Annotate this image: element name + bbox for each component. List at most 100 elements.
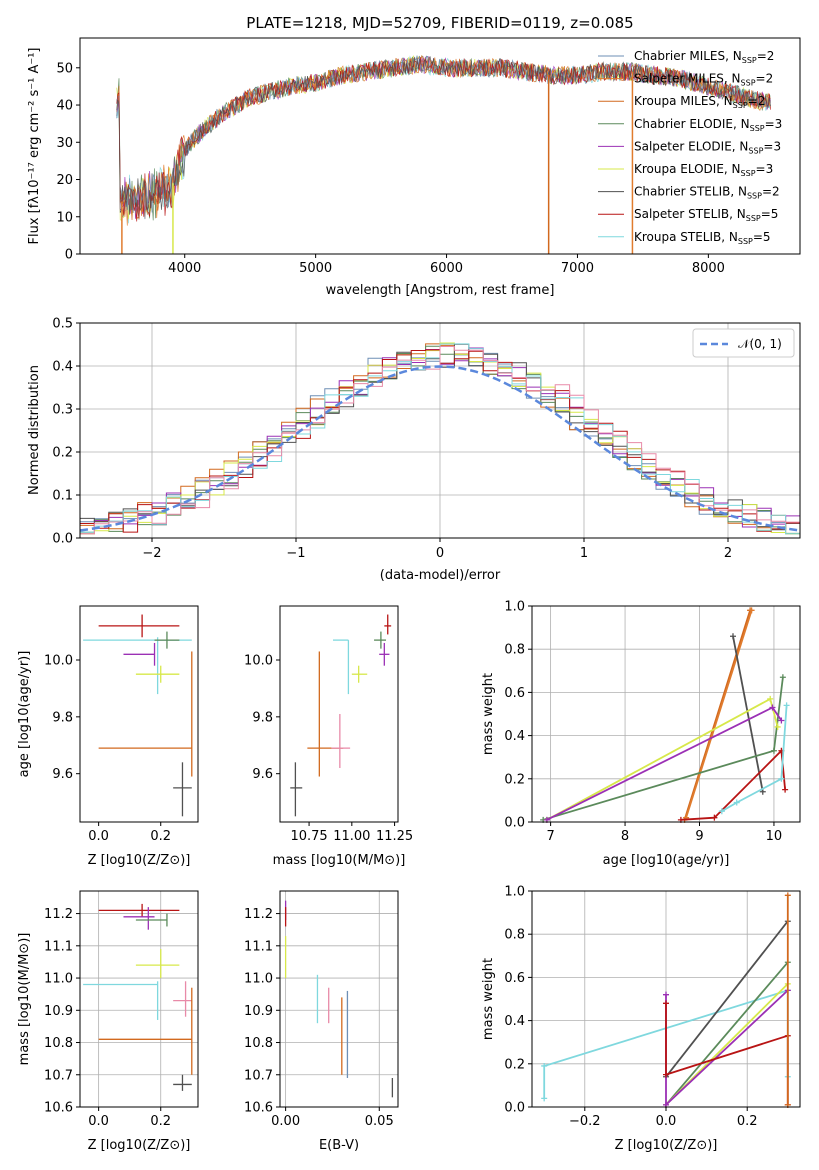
age-vs-mass-xtick-label: 11.25 (376, 829, 413, 844)
mass-vs-ebv-xtick-label: 0.05 (365, 1114, 394, 1129)
weight-vs-z-marker (663, 1071, 669, 1078)
mass-vs-z-frame (79, 890, 199, 1108)
weight-vs-age-line (546, 706, 783, 821)
weight-vs-age-panel: 7 8 9 10 0.0 0.2 0.4 0.6 0.8 1.0 age [log10(age/yr… (481, 600, 801, 868)
weight-vs-age-marker (778, 775, 785, 782)
residual-ytick-label: 0.2 (52, 446, 73, 461)
age-vs-mass-ytick-label: 9.8 (252, 710, 273, 725)
residual-panel: −2 −1 0 1 2 0.0 0.1 0.2 0.3 0.4 0.5 (data-model)/e… (27, 317, 801, 583)
weight-vs-age-frame (531, 605, 801, 823)
mass-vs-z-ytick-label: 10.7 (44, 1068, 73, 1083)
mass-vs-z-ytick-label: 11.0 (44, 972, 73, 987)
weight-vs-age-line (542, 677, 784, 821)
mass-vs-ebv-panel: 0.00 0.05 10.6 10.7 10.8 10.9 11.0 11.1 11.2 E(B-… (244, 890, 399, 1153)
mass-vs-ebv-xtick-label: 0.00 (271, 1114, 300, 1129)
weight-vs-z-ytick-label: 0.0 (504, 1101, 525, 1116)
mass-vs-ebv-ytick-label: 11.0 (244, 972, 273, 987)
weight-vs-age-marker (733, 799, 740, 806)
weight-vs-age-marker (778, 717, 785, 724)
weight-vs-z-line (665, 961, 789, 1106)
weight-vs-age-marker (769, 704, 776, 711)
mass-vs-z-xtick-label: 0.2 (150, 1114, 171, 1129)
weight-vs-age-line (685, 610, 753, 818)
weight-vs-age-marker (779, 674, 786, 681)
mass-vs-ebv-ytick-label: 11.2 (244, 907, 273, 922)
spectrum-xtick-label: 5000 (299, 261, 332, 276)
age-vs-mass-ytick-label: 10.0 (244, 654, 273, 669)
mass-vs-z-ylabel: mass [log10(M/M⊙)] (17, 933, 32, 1066)
weight-vs-z-ytick-label: 1.0 (504, 885, 525, 900)
spectrum-ytick-label: 20 (56, 173, 73, 188)
spectrum-ytick-label: 30 (56, 136, 73, 151)
weight-vs-age-ytick-label: 0.0 (504, 816, 525, 831)
mass-vs-z-ytick-label: 10.9 (44, 1004, 73, 1019)
weight-vs-age-marker (711, 814, 718, 821)
age-vs-mass-panel: 10.75 11.00 11.25 9.6 9.8 10.0 mass [log10(M/M… (244, 605, 413, 868)
weight-vs-z-line (665, 989, 789, 1107)
mass-vs-ebv-ytick-label: 10.8 (244, 1036, 273, 1051)
weight-vs-age-xlabel: age [log10(age/yr)] (603, 853, 730, 868)
spectrum-ytick-label: 50 (56, 61, 73, 76)
spectrum-xtick-label: 7000 (561, 261, 594, 276)
weight-vs-age-marker (767, 695, 774, 702)
mass-vs-z-ytick-label: 10.6 (44, 1101, 73, 1116)
mass-vs-ebv-ytick-label: 10.7 (244, 1068, 273, 1083)
weight-vs-age-line (680, 748, 786, 821)
weight-vs-z-xtick-label: 0.0 (656, 1114, 677, 1129)
mass-vs-ebv-frame (279, 890, 399, 1108)
weight-vs-z-xlabel: Z [log10(Z/Z⊙)] (615, 1138, 718, 1153)
weight-vs-z-marker (541, 1095, 548, 1102)
age-vs-mass-xtick-label: 10.75 (290, 829, 327, 844)
weight-vs-z-ylabel: mass weight (481, 958, 496, 1040)
mass-vs-z-panel: 0.0 0.2 10.6 10.7 10.8 10.9 11.0 11.1 11.2 Z [log… (17, 890, 199, 1153)
age-vs-z-xtick-label: 0.0 (88, 829, 109, 844)
residual-xtick-label: 2 (724, 546, 732, 561)
weight-vs-z-ytick-label: 0.4 (504, 1014, 525, 1029)
spectrum-line-chabrier-stelib (116, 55, 771, 215)
weight-vs-z-marker (784, 892, 791, 899)
age-vs-mass-ytick-label: 9.6 (252, 767, 273, 782)
weight-vs-age-line (721, 705, 788, 812)
residual-ytick-label: 0.5 (52, 317, 73, 332)
spectrum-legend-label: Kroupa STELIB, NSSP=5 (634, 230, 771, 246)
spectrum-legend-label: Kroupa MILES, NSSP=2 (634, 94, 765, 110)
age-vs-z-ytick-label: 10.0 (44, 654, 73, 669)
weight-vs-age-marker (783, 702, 790, 709)
spectrum-title: PLATE=1218, MJD=52709, FIBERID=0119, z=0… (246, 14, 633, 32)
weight-vs-age-ytick-label: 1.0 (504, 600, 525, 615)
residual-gaussian-curve (79, 365, 801, 532)
spectrum-legend-label: Salpeter STELIB, NSSP=5 (634, 207, 778, 223)
weight-vs-age-marker (718, 808, 725, 815)
weight-vs-age-marker (730, 633, 736, 640)
residual-xlabel: (data-model)/error (380, 568, 501, 583)
age-vs-z-ytick-label: 9.8 (52, 710, 73, 725)
weight-vs-z-marker (663, 1000, 669, 1007)
weight-vs-z-panel: −0.2 0.0 0.2 0.0 0.2 0.4 0.6 0.8 1.0 Z [log10(Z/Z… (481, 885, 801, 1153)
residual-ytick-label: 0.4 (52, 360, 73, 375)
residual-hist-pink (80, 346, 800, 535)
residual-legend: 𝒩(0, 1) (692, 328, 795, 358)
residual-ylabel: Normed distribution (27, 365, 42, 495)
residual-xtick-label: 1 (580, 546, 588, 561)
weight-vs-z-ytick-label: 0.6 (504, 971, 525, 986)
spectrum-ytick-label: 40 (56, 99, 73, 114)
mass-vs-z-ytick-label: 11.1 (44, 939, 73, 954)
age-vs-z-xlabel: Z [log10(Z/Z⊙)] (88, 853, 191, 868)
weight-vs-age-marker (770, 747, 777, 754)
weight-vs-age-xtick-label: 7 (546, 829, 554, 844)
weight-vs-age-xtick-label: 9 (695, 829, 703, 844)
weight-vs-z-ytick-label: 0.8 (504, 928, 525, 943)
mass-vs-ebv-ytick-label: 10.9 (244, 1004, 273, 1019)
mass-vs-z-ytick-label: 10.8 (44, 1036, 73, 1051)
spectrum-legend-label: Chabrier MILES, NSSP=2 (634, 49, 774, 65)
weight-vs-age-ytick-label: 0.8 (504, 643, 525, 658)
spectrum-legend-label: Chabrier ELODIE, NSSP=3 (634, 117, 782, 133)
spectrum-xlabel: wavelength [Angstrom, rest frame] (326, 283, 555, 298)
weight-vs-age-marker (748, 607, 755, 614)
age-vs-z-panel: 0.0 0.2 9.6 9.8 10.0 Z [log10(Z/Z⊙)] age [log1… (17, 605, 199, 868)
residual-xtick-label: −2 (142, 546, 161, 561)
mass-vs-z-ytick-label: 11.2 (44, 907, 73, 922)
mass-vs-z-xlabel: Z [log10(Z/Z⊙)] (88, 1138, 191, 1153)
mass-vs-ebv-ytick-label: 11.1 (244, 939, 273, 954)
